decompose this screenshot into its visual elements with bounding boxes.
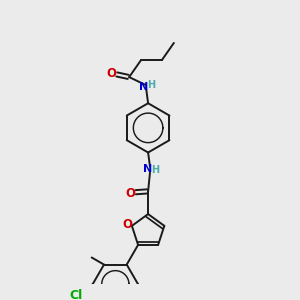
Text: O: O xyxy=(125,187,135,200)
Text: H: H xyxy=(147,80,155,90)
Text: O: O xyxy=(106,67,116,80)
Text: O: O xyxy=(122,218,132,231)
Text: Cl: Cl xyxy=(69,289,82,300)
Text: H: H xyxy=(151,166,159,176)
Text: N: N xyxy=(142,164,152,174)
Text: N: N xyxy=(139,82,148,92)
